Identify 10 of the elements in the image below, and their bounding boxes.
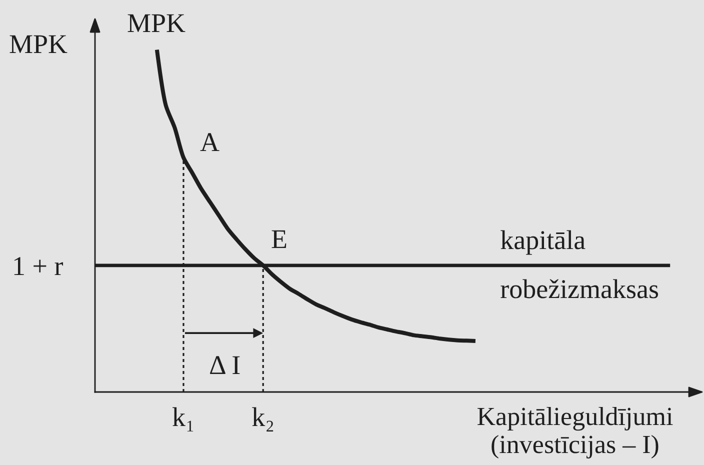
series-label: kapitāla robežizmaksas (500, 224, 660, 306)
legend-label: MPK (127, 8, 186, 38)
x-tick-label: k₂ (252, 402, 275, 432)
annotation: E (271, 224, 288, 254)
x-axis-title: Kapitālieguldījumi (investīcijas – I) (476, 402, 674, 459)
x-tick-label: k₁ (172, 402, 195, 432)
annotation: A (200, 127, 220, 157)
text: 1 + r (12, 251, 64, 281)
annotation: Δ I (209, 350, 241, 380)
y-axis-title: MPK (9, 29, 68, 59)
